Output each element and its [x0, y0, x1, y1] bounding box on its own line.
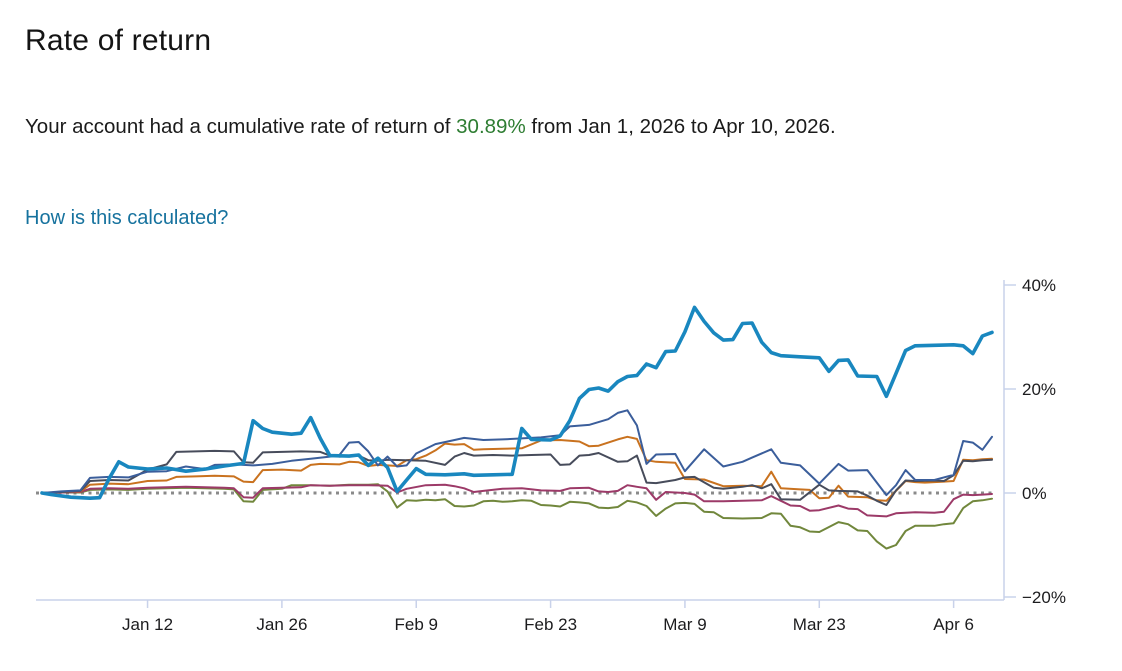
series-your-account — [40, 305, 994, 500]
chart-container: 40% 20% 0% −20% Jan 12 Jan 26 Feb 9 Feb 23 Mar 9… — [0, 264, 1122, 666]
y-tick-label: 0% — [1022, 484, 1047, 503]
y-tick-label: −20% — [1022, 588, 1066, 607]
summary-before: Your account had a cumulative rate of re… — [25, 115, 457, 138]
summary-text: Your account had a cumulative rate of re… — [25, 110, 836, 143]
x-tick-label: Jan 12 — [122, 615, 173, 634]
y-tick-label: 40% — [1022, 276, 1056, 295]
x-tick-label: Feb 23 — [524, 615, 577, 634]
how-calculated-link[interactable]: How is this calculated? — [25, 207, 229, 229]
series-olive-benchmark — [41, 483, 993, 550]
series-purple-benchmark — [41, 483, 993, 518]
y-tick-label: 20% — [1022, 380, 1056, 399]
x-tick-label: Feb 9 — [395, 615, 438, 634]
x-tick-label: Mar 9 — [663, 615, 706, 634]
return-value: 30.89% — [456, 115, 526, 138]
x-tick-label: Apr 6 — [933, 615, 974, 634]
summary-after: from Jan 1, 2026 to Apr 10, 2026. — [525, 115, 836, 138]
rate-of-return-chart[interactable]: 40% 20% 0% −20% Jan 12 Jan 26 Feb 9 Feb 23 Mar 9… — [0, 264, 1122, 666]
x-tick-label: Mar 23 — [793, 615, 846, 634]
series-orange-benchmark — [41, 435, 993, 502]
page-title: Rate of return — [25, 24, 212, 57]
series-slate-benchmark — [41, 449, 993, 506]
x-tick-label: Jan 26 — [256, 615, 307, 634]
